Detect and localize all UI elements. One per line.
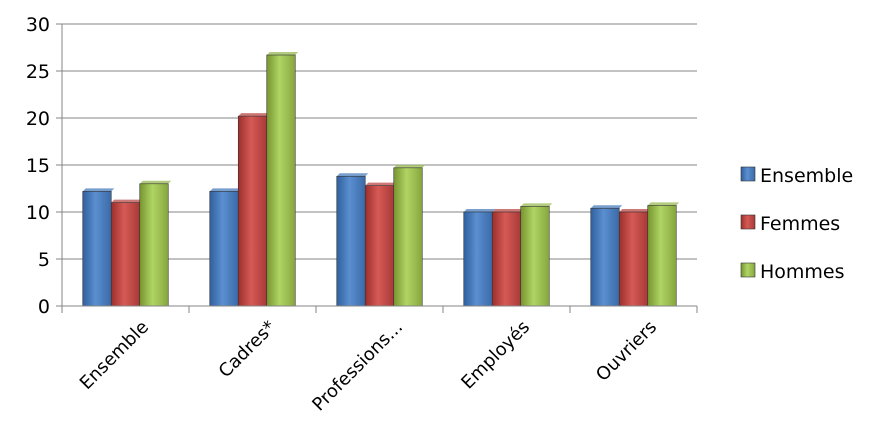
legend-swatch [740, 262, 756, 278]
x-category-label: Employés [457, 317, 534, 394]
bar-top-face [393, 164, 426, 168]
legend: Ensemble Femmes Hommes [740, 165, 853, 283]
y-tick-label: 20 [26, 108, 50, 130]
bar-top-face [82, 188, 115, 192]
bar-top-face [590, 205, 623, 209]
x-category-label: Cadres* [215, 317, 280, 382]
bar [590, 207, 620, 307]
bar [618, 211, 649, 307]
bar-top-face [492, 209, 524, 212]
bars [82, 52, 680, 307]
bar [520, 206, 550, 307]
bar [364, 185, 395, 307]
legend-label: Femmes [760, 213, 840, 235]
bar-top-face [520, 203, 553, 207]
legend-swatch [740, 166, 756, 182]
x-category-label: Ensemble [76, 317, 153, 394]
y-tick-label: 10 [26, 202, 50, 224]
bar [139, 183, 169, 307]
bar-top-face [238, 113, 270, 117]
legend-swatch [740, 214, 756, 230]
bar [82, 191, 112, 307]
bar-top-face [266, 52, 299, 56]
y-tick-label: 30 [26, 14, 50, 36]
y-tick-label: 25 [26, 61, 50, 83]
legend-label: Ensemble [760, 165, 853, 187]
bar-top-face [619, 209, 651, 212]
y-tick-label: 15 [26, 155, 50, 177]
bar [209, 191, 239, 307]
bar [266, 54, 296, 307]
bar-top-face [111, 199, 143, 203]
bar-top-face [463, 209, 496, 212]
bar [647, 205, 677, 307]
bar [110, 202, 141, 307]
bar-top-face [139, 180, 172, 184]
bar [463, 211, 493, 307]
y-tick-label: 5 [38, 249, 50, 271]
bar [336, 175, 366, 307]
legend-label: Hommes [760, 261, 845, 283]
bar [393, 167, 423, 307]
x-category-label: Ouvriers [592, 317, 661, 386]
x-category-label: Professions... [308, 317, 407, 416]
bar [237, 115, 268, 307]
bar-top-face [209, 188, 242, 192]
bar-top-face [336, 173, 369, 177]
y-tick-label: 0 [38, 296, 50, 318]
bar-top-face [365, 182, 397, 186]
bar [491, 211, 522, 307]
bar-top-face [647, 202, 680, 206]
